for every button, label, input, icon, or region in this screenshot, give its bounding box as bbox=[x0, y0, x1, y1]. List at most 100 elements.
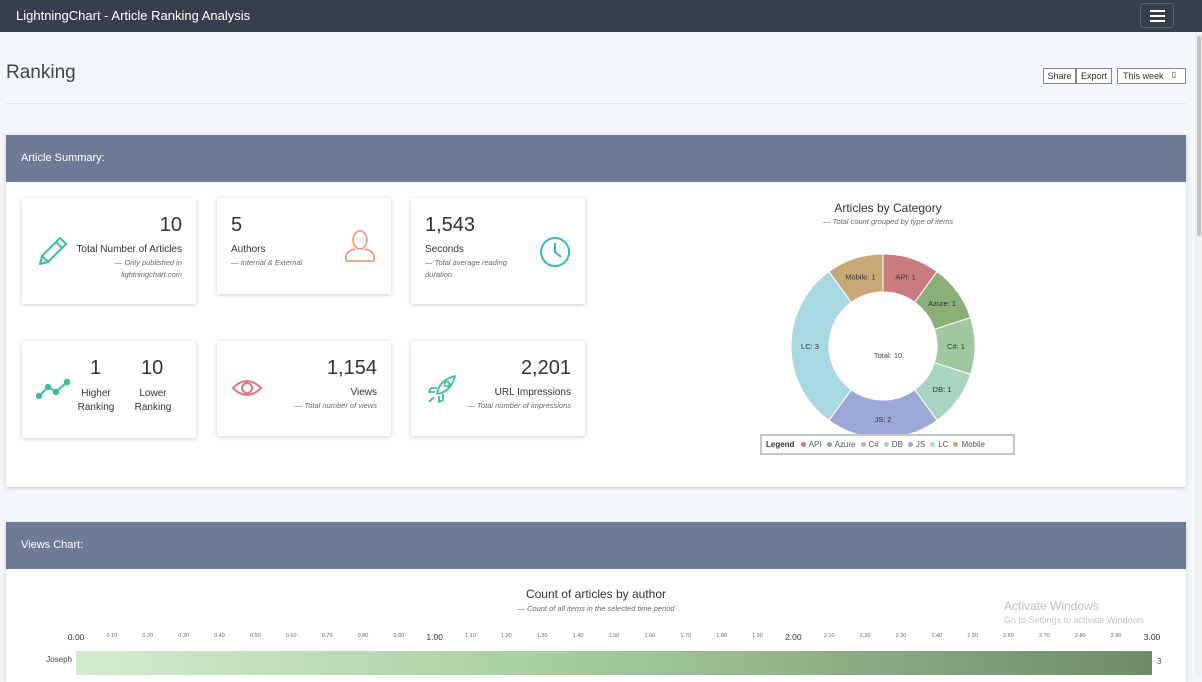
authors-value: 5 bbox=[231, 214, 243, 236]
authors-sub: — Internal & External bbox=[231, 258, 303, 267]
legend-item-lc[interactable]: LC bbox=[930, 440, 948, 449]
share-button[interactable]: Share bbox=[1043, 68, 1076, 84]
views-chart-header: Views Chart: bbox=[6, 522, 1186, 569]
pencil-icon bbox=[39, 237, 67, 265]
legend-item-azure[interactable]: Azure bbox=[826, 440, 856, 449]
total-articles-value: 10 bbox=[159, 214, 182, 236]
donut-slice-label: DB: 1 bbox=[933, 385, 952, 394]
seconds-sub-line2: duration bbox=[425, 270, 453, 279]
legend-item-js[interactable]: JS bbox=[907, 440, 925, 449]
lower-ranking-label: Lower Ranking bbox=[129, 387, 177, 415]
scrollbar[interactable] bbox=[1195, 32, 1202, 675]
legend-dot bbox=[930, 442, 936, 448]
export-button[interactable]: Export bbox=[1076, 68, 1112, 84]
page-title: Ranking bbox=[6, 62, 76, 83]
axis-tick-minor: 2.50 bbox=[967, 633, 979, 639]
total-articles-sub-line1: — Only published in bbox=[114, 258, 182, 267]
axis-tick-minor: 1.30 bbox=[536, 633, 548, 639]
legend-dot bbox=[860, 442, 866, 448]
axis-tick-minor: 2.30 bbox=[895, 633, 907, 639]
higher-ranking-value: 1 bbox=[90, 357, 102, 379]
donut-center-label: Total: 10 bbox=[873, 351, 903, 360]
lower-ranking-label-line1: Lower bbox=[139, 388, 167, 399]
clock-icon bbox=[540, 237, 570, 267]
axis-tick-minor: 1.50 bbox=[608, 633, 620, 639]
menu-toggle-button[interactable] bbox=[1140, 3, 1174, 28]
axis-tick-minor: 2.90 bbox=[1110, 633, 1122, 639]
impressions-value: 2,201 bbox=[520, 357, 571, 379]
impressions-card: 2,201 URL Impressions — Total number of … bbox=[411, 341, 585, 436]
donut-slice-label: Azure: 1 bbox=[928, 299, 956, 308]
axis-tick-minor: 1.20 bbox=[501, 633, 512, 639]
seconds-sub: — Total average reading duration bbox=[425, 257, 507, 281]
donut-slice-label: LC: 3 bbox=[801, 342, 819, 351]
axis-tick-minor: 0.20 bbox=[142, 633, 154, 639]
total-articles-sub-line2: lightningchart.com bbox=[121, 270, 182, 279]
legend-item-api[interactable]: API bbox=[800, 440, 822, 449]
views-label: Views bbox=[350, 387, 378, 398]
legend-dot bbox=[800, 442, 806, 448]
hamburger-icon bbox=[1150, 10, 1165, 12]
axis-tick-minor: 0.40 bbox=[214, 633, 225, 639]
bar-joseph[interactable] bbox=[76, 651, 1152, 675]
total-articles-label: Total Number of Articles bbox=[76, 244, 182, 255]
impressions-label: URL Impressions bbox=[494, 387, 571, 398]
app-title[interactable]: LightningChart - Article Ranking Analysi… bbox=[16, 8, 251, 23]
divider bbox=[6, 103, 1186, 104]
scrollbar-thumb[interactable] bbox=[1197, 36, 1201, 236]
views-card: 1,154 Views — Total number of views bbox=[217, 341, 391, 436]
rocket-icon bbox=[428, 375, 456, 403]
category-legend: Legend API Azure C# DB JS LC Mobile bbox=[760, 434, 1015, 455]
views-sub: — Total number of views bbox=[294, 401, 377, 410]
impressions-sub: — Total number of impressions bbox=[467, 401, 571, 410]
axis-tick-minor: 2.80 bbox=[1074, 633, 1086, 639]
seconds-card: 1,543 Seconds — Total average reading du… bbox=[411, 198, 585, 304]
lower-ranking-value: 10 bbox=[141, 357, 164, 379]
category-chart-title: Articles by Category bbox=[834, 201, 942, 215]
period-dropdown[interactable]: This week ▯ bbox=[1117, 68, 1186, 84]
donut-slice-label: API: 1 bbox=[895, 273, 915, 282]
legend-item-mobile[interactable]: Mobile bbox=[953, 440, 985, 449]
trend-line-icon bbox=[36, 378, 70, 399]
axis-tick-minor: 2.10 bbox=[823, 633, 835, 639]
period-dropdown-label: This week bbox=[1123, 71, 1164, 81]
axis-tick-minor: 1.40 bbox=[572, 633, 584, 639]
legend-item-db[interactable]: DB bbox=[883, 440, 903, 449]
axis-tick-minor: 1.80 bbox=[716, 633, 727, 639]
author-chart-subtitle: — Count of all items in the selected tim… bbox=[517, 604, 675, 613]
axis-tick-minor: 0.90 bbox=[393, 633, 405, 639]
axis-tick-minor: 0.10 bbox=[106, 633, 118, 639]
axis-tick-major: 2.00 bbox=[785, 632, 802, 642]
ranking-card: 1 Higher Ranking 10 Lower Ranking bbox=[22, 341, 196, 438]
legend-title: Legend bbox=[766, 440, 795, 449]
category-donut-chart[interactable]: API: 1 Azure: 1 C#: 1 DB: 1 JS: 2 LC: 3 Mobile… bbox=[790, 250, 986, 440]
lower-ranking-label-line2: Ranking bbox=[134, 402, 172, 413]
axis-tick-minor: 1.60 bbox=[644, 633, 656, 639]
axis-tick-minor: 2.20 bbox=[859, 633, 871, 639]
watermark-title: Activate Windows bbox=[1004, 599, 1099, 613]
legend-dot bbox=[826, 442, 832, 448]
higher-ranking-label-line2: Ranking bbox=[77, 402, 115, 413]
axis-tick-minor: 0.70 bbox=[321, 633, 333, 639]
watermark-subtitle: Go to Settings to activate Windows bbox=[1004, 615, 1144, 625]
axis-tick-major: 0.00 bbox=[67, 632, 85, 642]
legend-dot bbox=[907, 442, 913, 448]
axis-tick-minor: 0.50 bbox=[249, 633, 261, 639]
donut-slice-label: JS: 2 bbox=[874, 415, 891, 424]
hamburger-icon-bar bbox=[1150, 15, 1165, 17]
donut-slice-lc[interactable] bbox=[790, 270, 852, 422]
bar-label-joseph: Joseph bbox=[46, 655, 72, 664]
hamburger-icon-bar bbox=[1150, 20, 1165, 22]
legend-item-csharp[interactable]: C# bbox=[860, 440, 879, 449]
authors-card: 5 Authors — Internal & External bbox=[217, 198, 391, 294]
seconds-value: 1,543 bbox=[425, 214, 476, 236]
higher-ranking-label: Higher Ranking bbox=[72, 387, 120, 415]
axis-tick-major: 3.00 bbox=[1143, 632, 1161, 642]
total-articles-sub: — Only published in lightningchart.com bbox=[115, 257, 182, 281]
donut-slice-mobile[interactable] bbox=[828, 253, 884, 304]
eye-icon bbox=[231, 380, 263, 396]
donut-slice-label: Mobile: 1 bbox=[845, 273, 875, 282]
axis-tick-minor: 1.10 bbox=[465, 633, 476, 639]
axis-tick-minor: 1.70 bbox=[680, 633, 692, 639]
author-chart-title: Count of articles by author bbox=[525, 587, 667, 601]
